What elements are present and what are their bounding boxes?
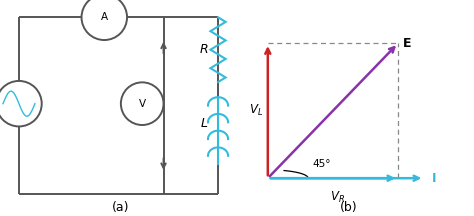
Ellipse shape <box>82 0 127 40</box>
Text: 45°: 45° <box>313 159 331 169</box>
Text: $V_R$: $V_R$ <box>330 190 345 205</box>
Text: (b): (b) <box>339 201 357 214</box>
Text: $\mathbf{I}$: $\mathbf{I}$ <box>427 172 437 185</box>
Text: V: V <box>138 99 146 109</box>
Text: (a): (a) <box>112 201 129 214</box>
Text: $L$: $L$ <box>201 117 209 130</box>
Text: $\mathbf{E}$: $\mathbf{E}$ <box>402 37 411 50</box>
Ellipse shape <box>0 81 42 126</box>
Text: E: E <box>2 97 11 110</box>
Text: $R$: $R$ <box>199 43 209 56</box>
Text: A: A <box>100 12 108 22</box>
Ellipse shape <box>121 82 164 125</box>
Text: $V_L$: $V_L$ <box>249 103 263 118</box>
